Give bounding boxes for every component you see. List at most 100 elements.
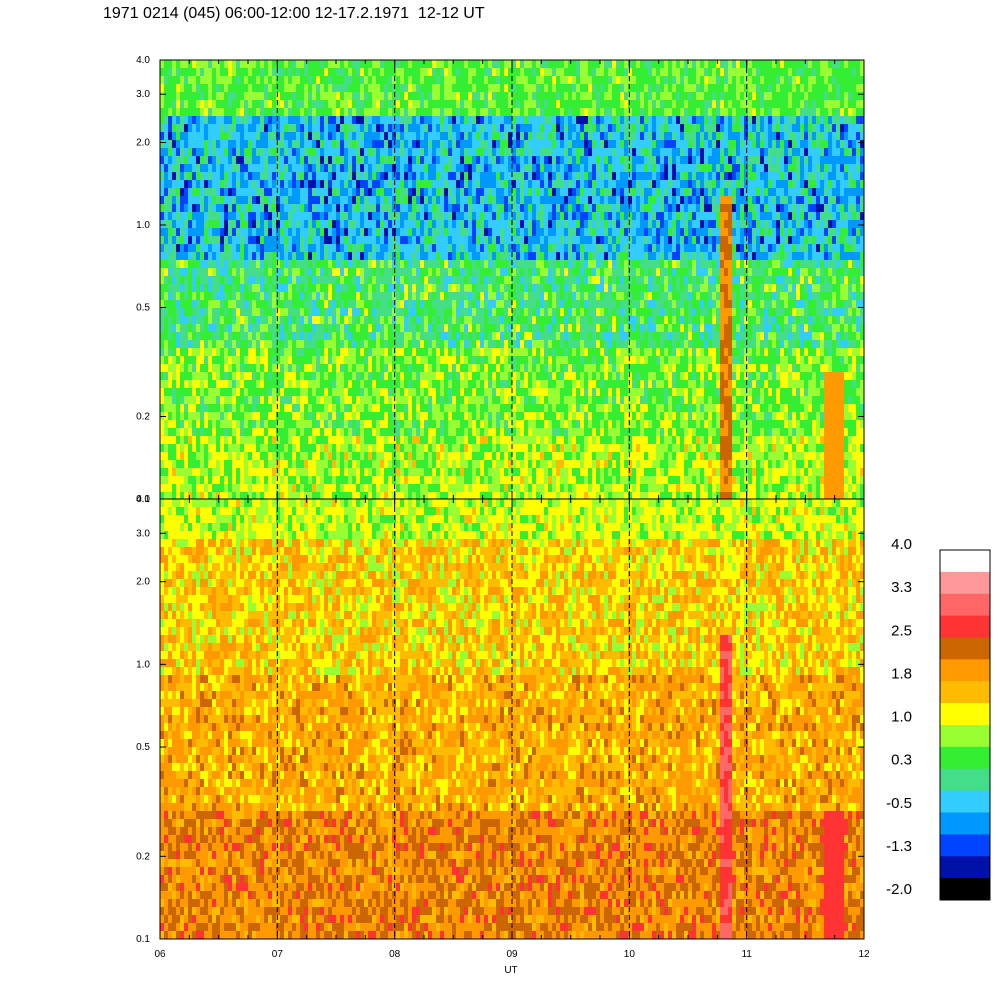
spectrogram-cell bbox=[316, 420, 320, 429]
spectrogram-cell bbox=[368, 428, 372, 437]
spectrogram-cell bbox=[188, 284, 192, 293]
spectrogram-cell bbox=[200, 76, 204, 85]
spectrogram-cell bbox=[432, 108, 436, 117]
spectrogram-cell bbox=[272, 396, 276, 405]
spectrogram-cell bbox=[404, 260, 408, 269]
spectrogram-cell bbox=[336, 484, 340, 493]
spectrogram-cell bbox=[336, 60, 340, 69]
spectrogram-cell bbox=[448, 436, 452, 445]
spectrogram-cell bbox=[372, 204, 376, 213]
spectrogram-cell bbox=[168, 332, 172, 341]
spectrogram-cell bbox=[516, 100, 520, 109]
spectrogram-cell bbox=[252, 156, 256, 165]
spectrogram-cell bbox=[348, 284, 352, 293]
spectrogram-cell bbox=[248, 84, 252, 93]
spectrogram-cell bbox=[460, 380, 464, 389]
spectrogram-cell bbox=[280, 436, 284, 445]
spectrogram-cell bbox=[472, 228, 476, 237]
spectrogram-cell bbox=[380, 428, 384, 437]
spectrogram-cell bbox=[420, 116, 424, 125]
spectrogram-cell bbox=[428, 260, 432, 269]
spectrogram-cell bbox=[448, 340, 452, 349]
spectrogram-cell bbox=[372, 324, 376, 333]
spectrogram-cell bbox=[492, 348, 496, 357]
spectrogram-cell bbox=[444, 420, 448, 429]
spectrogram-cell bbox=[164, 76, 168, 85]
spectrogram-cell bbox=[468, 244, 472, 253]
spectrogram-cell bbox=[280, 276, 284, 285]
spectrogram-cell bbox=[200, 220, 204, 229]
spectrogram-cell bbox=[316, 148, 320, 157]
spectrogram-cell bbox=[224, 156, 228, 165]
spectrogram-cell bbox=[248, 340, 252, 349]
spectrogram-cell bbox=[360, 284, 364, 293]
spectrogram-cell bbox=[332, 252, 336, 261]
spectrogram-cell bbox=[384, 276, 388, 285]
spectrogram-cell bbox=[472, 132, 476, 141]
spectrogram-cell bbox=[328, 68, 332, 77]
spectrogram-cell bbox=[312, 244, 316, 253]
spectrogram-cell bbox=[304, 348, 308, 357]
spectrogram-cell bbox=[252, 412, 256, 421]
spectrogram-cell bbox=[520, 92, 524, 101]
spectrogram-cell bbox=[392, 188, 396, 197]
spectrogram-cell bbox=[376, 100, 380, 109]
spectrogram-cell bbox=[508, 212, 512, 221]
spectrogram-cell bbox=[516, 396, 520, 405]
spectrogram-cell bbox=[284, 380, 288, 389]
spectrogram-cell bbox=[204, 276, 208, 285]
spectrogram-cell bbox=[452, 468, 456, 477]
spectrogram-cell bbox=[512, 108, 516, 117]
spectrogram-cell bbox=[292, 68, 296, 77]
spectrogram-cell bbox=[176, 212, 180, 221]
spectrogram-cell bbox=[512, 268, 516, 277]
spectrogram-cell bbox=[168, 364, 172, 373]
spectrogram-cell bbox=[368, 84, 372, 93]
spectrogram-cell bbox=[496, 140, 500, 149]
spectrogram-cell bbox=[264, 452, 268, 461]
spectrogram-cell bbox=[520, 388, 524, 397]
spectrogram-cell bbox=[280, 236, 284, 245]
spectrogram-cell bbox=[356, 484, 360, 493]
spectrogram-cell bbox=[492, 212, 496, 221]
spectrogram-cell bbox=[392, 204, 396, 213]
spectrogram-cell bbox=[280, 308, 284, 317]
spectrogram-cell bbox=[412, 204, 416, 213]
spectrogram-cell bbox=[260, 84, 264, 93]
spectrogram-cell bbox=[480, 372, 484, 381]
spectrogram-cell bbox=[356, 212, 360, 221]
spectrogram-cell bbox=[228, 268, 232, 277]
spectrogram-cell bbox=[240, 412, 244, 421]
spectrogram-cell bbox=[380, 132, 384, 141]
spectrogram-cell bbox=[512, 228, 516, 237]
spectrogram-cell bbox=[460, 196, 464, 205]
spectrogram-cell bbox=[512, 356, 516, 365]
spectrogram-cell bbox=[448, 180, 452, 189]
spectrogram-cell bbox=[496, 396, 500, 405]
spectrogram-cell bbox=[196, 196, 200, 205]
spectrogram-cell bbox=[372, 492, 376, 501]
spectrogram-cell bbox=[184, 428, 188, 437]
spectrogram-cell bbox=[448, 332, 452, 341]
spectrogram-cell bbox=[444, 404, 448, 413]
spectrogram-cell bbox=[352, 300, 356, 309]
spectrogram-cell bbox=[260, 284, 264, 293]
spectrogram-cell bbox=[228, 420, 232, 429]
spectrogram-cell bbox=[332, 468, 336, 477]
spectrogram-cell bbox=[208, 492, 212, 501]
spectrogram-cell bbox=[288, 228, 292, 237]
spectrogram-cell bbox=[344, 324, 348, 333]
spectrogram-cell bbox=[228, 148, 232, 157]
spectrogram-cell bbox=[304, 60, 308, 69]
spectrogram-cell bbox=[204, 212, 208, 221]
spectrogram-cell bbox=[248, 308, 252, 317]
spectrogram-cell bbox=[160, 92, 164, 101]
spectrogram-cell bbox=[472, 420, 476, 429]
spectrogram-cell bbox=[476, 356, 480, 365]
spectrogram-cell bbox=[404, 268, 408, 277]
spectrogram-cell bbox=[496, 204, 500, 213]
spectrogram-cell bbox=[188, 180, 192, 189]
spectrogram-cell bbox=[216, 412, 220, 421]
spectrogram-cell bbox=[448, 236, 452, 245]
spectrogram-cell bbox=[356, 460, 360, 469]
